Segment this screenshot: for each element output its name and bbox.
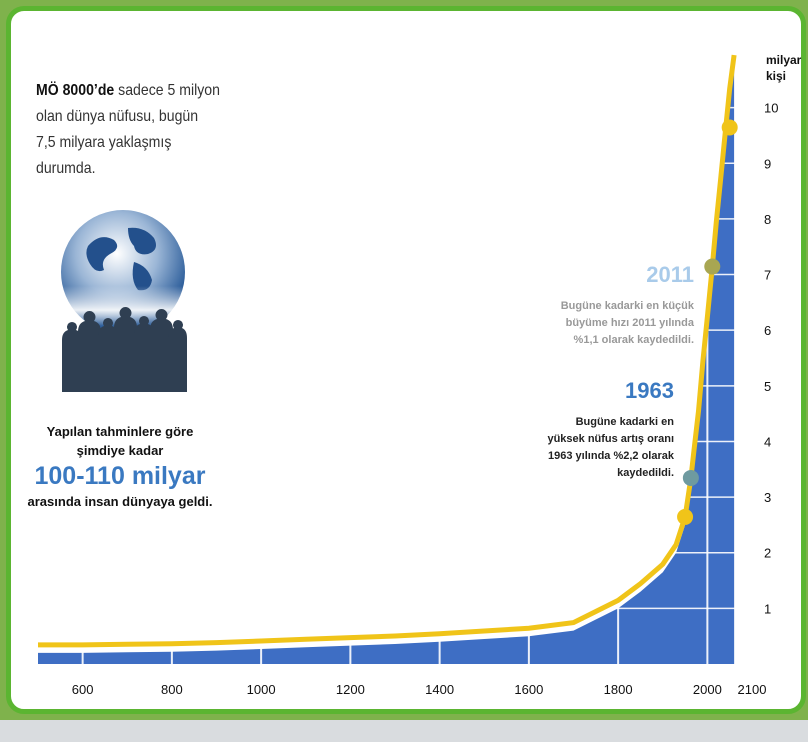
markers <box>677 119 738 525</box>
y-tick-label: 10 <box>764 101 778 116</box>
estimate-big-number: 100-110 milyar <box>34 462 206 490</box>
intro-bold: MÖ 8000’de <box>36 82 115 99</box>
intro-text: MÖ 8000’de sadece 5 milyon olan dünya nü… <box>36 78 221 182</box>
y-tick-label: 8 <box>764 212 771 227</box>
x-tick-label: 2100 <box>738 682 767 697</box>
x-tick-label: 1400 <box>425 682 454 697</box>
x-tick-label: 1000 <box>247 682 276 697</box>
y-tick-label: 3 <box>764 490 771 505</box>
y-tick-label: 4 <box>764 434 771 449</box>
intro-rest: sadece 5 milyon olan dünya nüfusu, bugün… <box>36 82 220 177</box>
x-tick-label: 800 <box>161 682 183 697</box>
year-1963-label: 1963 <box>625 378 674 403</box>
marker-point <box>682 469 699 486</box>
x-tick-label: 1200 <box>336 682 365 697</box>
bottom-bar <box>0 720 808 742</box>
y-tick-label: 7 <box>764 268 771 283</box>
x-axis-ticks: 600 800 1000 1200 1400 1600 1800 2000 2100 <box>72 682 767 697</box>
y-axis-ticks: 1 2 3 4 5 6 7 8 9 10 <box>764 101 778 617</box>
marker-point <box>704 258 721 275</box>
y-tick-label: 5 <box>764 379 771 394</box>
y-tick-label: 9 <box>764 156 771 171</box>
year-2011-label: 2011 <box>646 262 694 287</box>
grid-lines <box>38 52 753 664</box>
x-tick-label: 1600 <box>514 682 543 697</box>
unit-label-line2: kişi <box>766 69 786 83</box>
note-1963-text: Bugüne kadarki en yüksek nüfus artış ora… <box>547 416 674 479</box>
x-tick-label: 2000 <box>693 682 722 697</box>
note-2011-text: Bugüne kadarki en küçük büyüme hızı 2011… <box>560 300 694 346</box>
marker-point <box>677 508 694 525</box>
estimate-text: Yapılan tahminlere göre şimdiye kadar 10… <box>20 422 220 511</box>
x-tick-label: 600 <box>72 682 94 697</box>
globe-illustration <box>58 206 188 392</box>
estimate-line3: arasında insan dünyaya geldi. <box>27 494 213 509</box>
y-tick-label: 1 <box>764 601 771 616</box>
estimate-line1: Yapılan tahminlere göre <box>46 424 194 439</box>
y-tick-label: 2 <box>764 546 771 561</box>
x-tick-label: 1800 <box>604 682 633 697</box>
unit-label-line1: milyar <box>766 53 802 67</box>
population-area <box>38 63 735 665</box>
marker-point <box>721 119 738 136</box>
estimate-line2: şimdiye kadar <box>76 443 164 458</box>
y-tick-label: 6 <box>764 323 771 338</box>
